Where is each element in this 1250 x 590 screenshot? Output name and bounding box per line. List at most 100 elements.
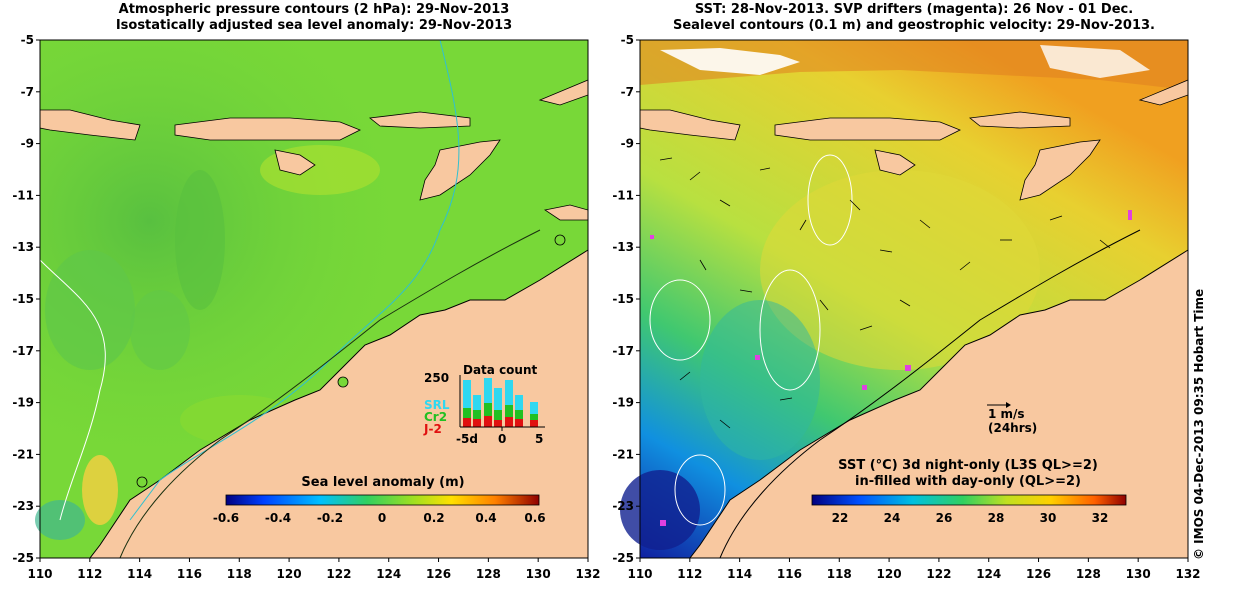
left-x-tick-label: 124 [376, 567, 401, 581]
left-x-tick-label: 116 [177, 567, 202, 581]
right-colorbar-gradient [811, 494, 1127, 506]
right-x-tick-label: 132 [1175, 567, 1200, 581]
left-cb-tick: 0.4 [475, 511, 496, 525]
left-x-tick-label: 114 [127, 567, 152, 581]
left-y-tick-label: -13 [12, 240, 34, 254]
right-cb-tick: 26 [936, 511, 953, 525]
left-x-tick-label: 112 [77, 567, 102, 581]
data-count-histogram [459, 375, 545, 431]
left-x-tick-label: 118 [227, 567, 252, 581]
right-title-line1: SST: 28-Nov-2013. SVP drifters (magenta)… [694, 2, 1134, 17]
left-x-tick-label: 110 [27, 567, 52, 581]
right-colorbar-ticks: 22 24 26 28 30 32 [832, 511, 1109, 525]
inset-max-label: 250 [424, 371, 449, 385]
left-java-land [39, 109, 141, 141]
right-y-tick-label: -25 [612, 551, 634, 565]
scale-arrow-sub: (24hrs) [988, 421, 1037, 435]
left-map [35, 39, 589, 559]
right-x-tick-label: 112 [677, 567, 702, 581]
left-cb-tick: 0 [378, 511, 386, 525]
right-cb-tick: 24 [884, 511, 901, 525]
right-cb-tick: 32 [1092, 511, 1109, 525]
left-y-tick-label: -11 [12, 188, 34, 202]
map-axes: -5 -7 -9 -11 -13 -15 -17 -19 -21 -23 -25 110 112 114 1… [12, 33, 1200, 581]
left-x-tick-label: 126 [426, 567, 451, 581]
right-cb-tick: 30 [1040, 511, 1057, 525]
right-australia-land [688, 249, 1189, 559]
right-y-tick-label: -5 [621, 33, 634, 47]
left-title-line2: Isostatically adjusted sea level anomaly… [115, 18, 513, 33]
right-x-tick-label: 118 [827, 567, 852, 581]
right-x-tick-label: 122 [926, 567, 951, 581]
legend-j2: J-2 [423, 422, 442, 436]
left-y-tick-label: -25 [12, 551, 34, 565]
right-x-tick-label: 126 [1026, 567, 1051, 581]
legend-cr2: Cr2 [424, 410, 447, 424]
left-y-tick-label: -17 [12, 344, 34, 358]
left-y-tick-label: -19 [12, 396, 34, 410]
right-x-tick-label: 128 [1076, 567, 1101, 581]
right-y-tick-label: -13 [612, 240, 634, 254]
right-timor-land [1019, 139, 1101, 201]
left-cb-tick: -0.6 [213, 511, 239, 525]
inset-xtick-5: 5 [535, 432, 543, 446]
right-colorbar: SST (°C) 3d night-only (L3S QL>=2) in-fi… [811, 458, 1127, 525]
left-flores-land [174, 117, 361, 141]
left-title-line1: Atmospheric pressure contours (2 hPa): 2… [118, 2, 510, 17]
left-australia-land [88, 249, 589, 559]
left-colorbar-title: Sea level anomaly (m) [301, 475, 464, 490]
svp-drifters [650, 210, 1132, 526]
left-y-tick-label: -23 [12, 499, 34, 513]
right-y-tick-label: -23 [612, 499, 634, 513]
right-y-tick-label: -15 [612, 292, 634, 306]
scale-arrow-label: 1 m/s [988, 407, 1025, 421]
left-x-tick-label: 128 [476, 567, 501, 581]
right-map [620, 39, 1189, 559]
right-x-tick-label: 120 [877, 567, 902, 581]
imos-credit: © IMOS 04-Dec-2013 09:35 Hobart Time [1192, 288, 1206, 560]
left-y-tick-label: -9 [21, 137, 34, 151]
right-y-tick-label: -17 [612, 344, 634, 358]
right-y-tick-label: -11 [612, 188, 634, 202]
left-cb-tick: 0.6 [524, 511, 545, 525]
right-y-tick-label: -19 [612, 396, 634, 410]
left-colorbar-ticks: -0.6 -0.4 -0.2 0 0.2 0.4 0.6 [213, 511, 546, 525]
inset-xtick-0: 0 [498, 432, 506, 446]
right-panel-title: SST: 28-Nov-2013. SVP drifters (magenta)… [640, 2, 1188, 34]
left-y-tick-label: -15 [12, 292, 34, 306]
left-x-tick-label: 120 [277, 567, 302, 581]
right-x-tick-label: 114 [727, 567, 752, 581]
right-x-tick-label: 124 [976, 567, 1001, 581]
right-y-tick-label: -7 [621, 85, 634, 99]
inset-xtick-neg5: -5d [456, 432, 478, 446]
left-x-tick-label: 132 [575, 567, 600, 581]
left-cb-tick: -0.2 [317, 511, 343, 525]
velocity-scale: 1 m/s (24hrs) [987, 402, 1037, 435]
left-panel-title: Atmospheric pressure contours (2 hPa): 2… [40, 2, 588, 34]
data-count-inset: 250 Data count SRL Cr2 J-2 -5d 0 5 [423, 363, 545, 446]
right-cb-tick: 22 [832, 511, 849, 525]
right-colorbar-title-line1: SST (°C) 3d night-only (L3S QL>=2) [838, 458, 1098, 473]
right-x-tick-label: 130 [1126, 567, 1151, 581]
right-x-tick-label: 110 [627, 567, 652, 581]
left-timor-land [419, 139, 501, 201]
right-title-line2: Sealevel contours (0.1 m) and geostrophi… [673, 18, 1155, 33]
left-y-tick-label: -7 [21, 85, 34, 99]
right-cb-tick: 28 [988, 511, 1005, 525]
right-y-tick-label: -21 [612, 447, 634, 461]
left-x-tick-label: 122 [326, 567, 351, 581]
left-y-tick-label: -5 [21, 33, 34, 47]
left-colorbar-gradient [225, 494, 540, 506]
right-y-tick-label: -9 [621, 137, 634, 151]
left-cb-tick: 0.2 [423, 511, 444, 525]
legend-srl: SRL [424, 398, 450, 412]
inset-title: Data count [463, 363, 538, 377]
left-x-tick-label: 130 [526, 567, 551, 581]
right-colorbar-title-line2: in-filled with day-only (QL>=2) [855, 474, 1081, 489]
left-cb-tick: -0.4 [265, 511, 291, 525]
geostrophic-velocity-arrows [659, 157, 1111, 429]
left-colorbar: Sea level anomaly (m) -0.6 -0.4 -0.2 0 0… [213, 475, 546, 525]
left-y-tick-label: -21 [12, 447, 34, 461]
right-x-tick-label: 116 [777, 567, 802, 581]
